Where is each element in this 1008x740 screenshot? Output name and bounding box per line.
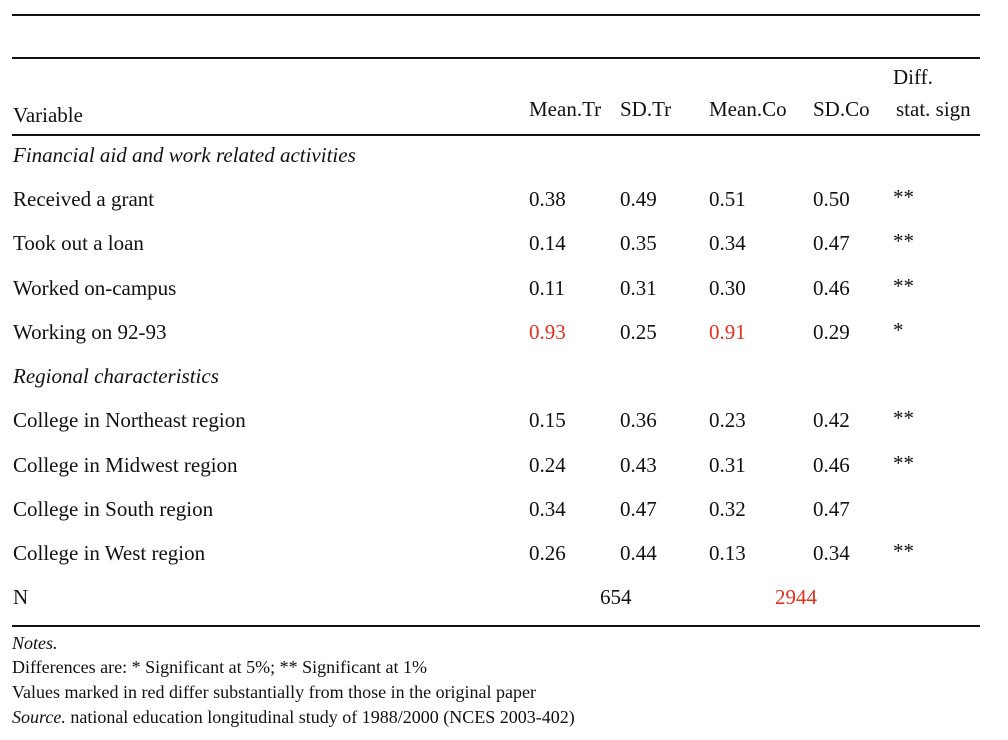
row-mean-co: 0.23 xyxy=(709,408,746,432)
row-mean-tr: 0.11 xyxy=(529,276,565,300)
row-sig: ** xyxy=(893,185,914,209)
row-sd-tr: 0.31 xyxy=(620,276,657,300)
row-sig: * xyxy=(893,318,904,342)
section-title-regional: Regional characteristics xyxy=(13,364,219,388)
source-label: Source. xyxy=(12,707,66,727)
row-mean-tr: 0.24 xyxy=(529,453,566,477)
row-sd-tr: 0.36 xyxy=(620,408,657,432)
row-mean-co: 0.13 xyxy=(709,541,746,565)
row-sd-co: 0.47 xyxy=(813,497,850,521)
row-sd-tr: 0.47 xyxy=(620,497,657,521)
n-treated: 654 xyxy=(600,585,632,609)
row-sd-tr: 0.44 xyxy=(620,541,657,565)
source-text: national education longitudinal study of… xyxy=(65,707,575,727)
row-variable: College in West region xyxy=(13,541,206,565)
row-sig: ** xyxy=(893,539,914,563)
row-mean-tr: 0.34 xyxy=(529,497,566,521)
section-title-financial: Financial aid and work related activitie… xyxy=(13,143,356,167)
row-mean-tr: 0.14 xyxy=(529,231,566,255)
row-sig: ** xyxy=(893,451,914,475)
row-variable: Working on 92-93 xyxy=(13,320,167,344)
header-sd-tr: SD.Tr xyxy=(620,97,672,121)
header-mean-co: Mean.Co xyxy=(709,97,787,121)
row-mean-co-highlight: 0.91 xyxy=(709,320,746,344)
row-mean-co: 0.34 xyxy=(709,231,746,255)
row-mean-tr: 0.38 xyxy=(529,187,566,211)
row-mean-co: 0.31 xyxy=(709,453,746,477)
row-sd-co: 0.34 xyxy=(813,541,850,565)
header-diff-line1: Diff. xyxy=(893,65,933,89)
row-mean-co: 0.30 xyxy=(709,276,746,300)
notes-significance: Differences are: * Significant at 5%; **… xyxy=(12,657,428,677)
row-sd-co: 0.29 xyxy=(813,320,850,344)
row-sd-co: 0.50 xyxy=(813,187,850,211)
n-control-highlight: 2944 xyxy=(775,585,817,609)
row-variable: Worked on-campus xyxy=(13,276,177,300)
header-sd-co: SD.Co xyxy=(813,97,870,121)
row-variable: College in Midwest region xyxy=(13,453,238,477)
row-sd-co: 0.47 xyxy=(813,231,850,255)
row-sd-co: 0.42 xyxy=(813,408,850,432)
notes-red-values: Values marked in red differ substantiall… xyxy=(12,682,537,702)
row-sd-co: 0.46 xyxy=(813,276,850,300)
header-diff-line2: stat. sign xyxy=(896,97,971,121)
row-mean-tr: 0.15 xyxy=(529,408,566,432)
notes-heading: Notes. xyxy=(12,633,58,653)
row-variable: College in South region xyxy=(13,497,214,521)
row-sd-tr: 0.35 xyxy=(620,231,657,255)
row-mean-co: 0.32 xyxy=(709,497,746,521)
row-sd-co: 0.46 xyxy=(813,453,850,477)
row-mean-co: 0.51 xyxy=(709,187,746,211)
row-sig: ** xyxy=(893,406,914,430)
header-top-rule xyxy=(12,57,980,59)
row-mean-tr: 0.26 xyxy=(529,541,566,565)
notes-source: Source. national education longitudinal … xyxy=(12,706,575,728)
n-label: N xyxy=(13,585,29,609)
table-bottom-rule xyxy=(12,625,980,627)
header-mean-tr: Mean.Tr xyxy=(529,97,602,121)
row-mean-tr-highlight: 0.93 xyxy=(529,320,566,344)
row-variable: College in Northeast region xyxy=(13,408,246,432)
row-variable: Took out a loan xyxy=(13,231,144,255)
top-rule xyxy=(12,14,980,16)
header-bottom-rule xyxy=(12,134,980,136)
row-sig: ** xyxy=(893,274,914,298)
header-variable: Variable xyxy=(13,103,83,127)
row-sd-tr: 0.43 xyxy=(620,453,657,477)
row-sd-tr: 0.49 xyxy=(620,187,657,211)
row-sig: ** xyxy=(893,229,914,253)
row-variable: Received a grant xyxy=(13,187,155,211)
row-sd-tr: 0.25 xyxy=(620,320,657,344)
